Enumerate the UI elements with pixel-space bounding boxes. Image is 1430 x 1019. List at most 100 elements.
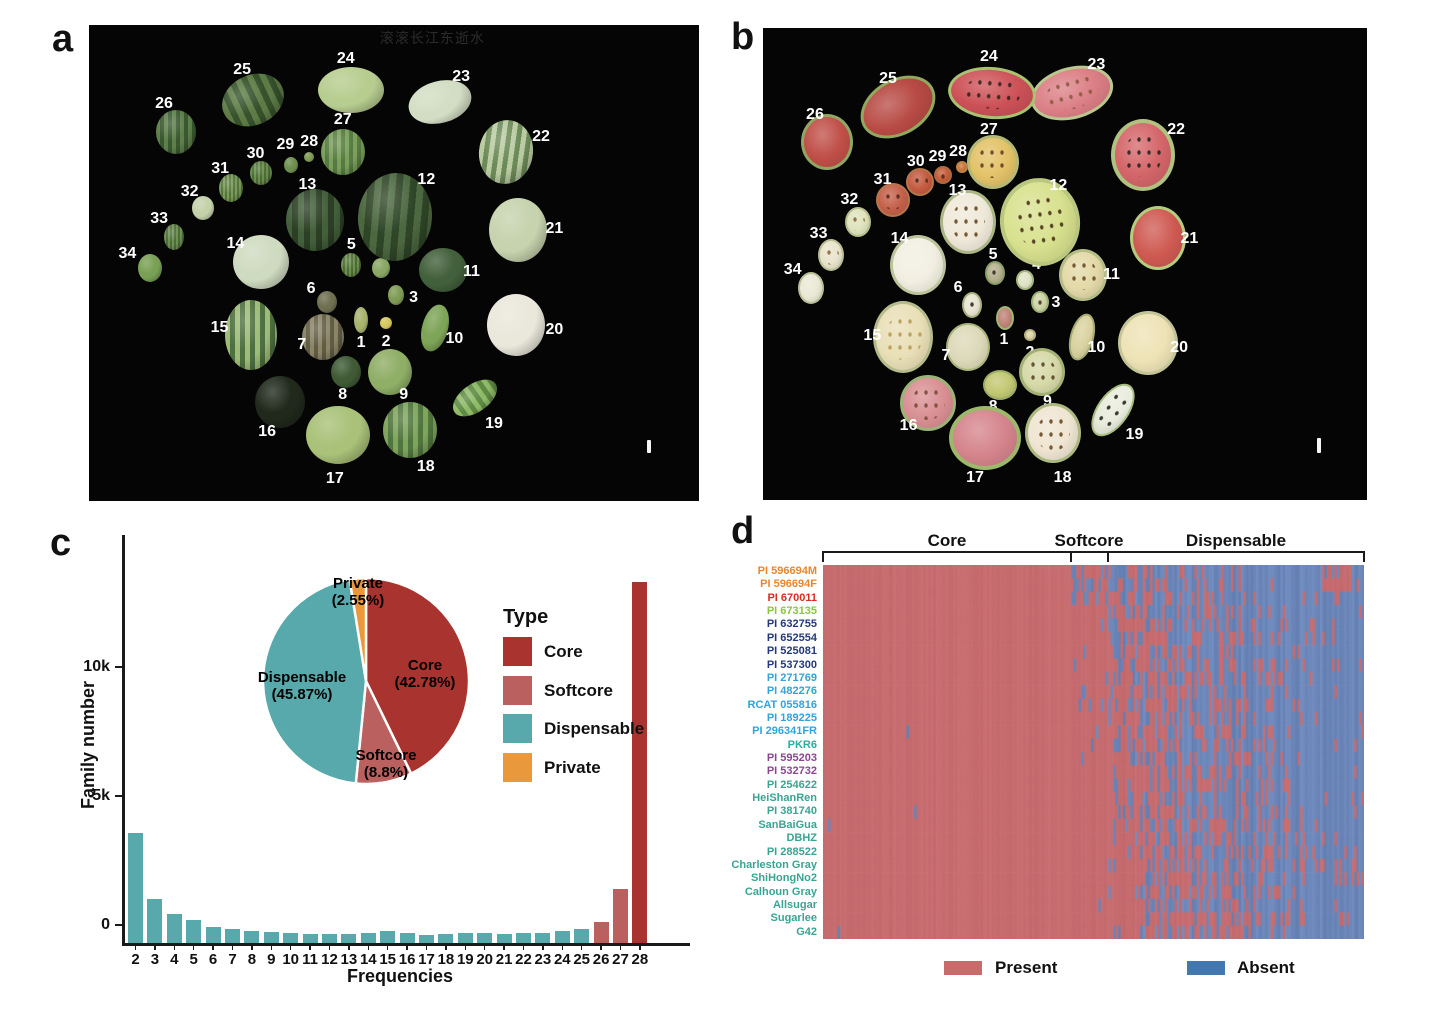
bar-freq-21	[496, 933, 512, 943]
fruit-3-seeds	[1035, 296, 1045, 309]
fruit-5-number: 5	[346, 236, 356, 254]
fruit-13-seeds	[950, 202, 985, 242]
fruit-25-number: 25	[233, 60, 252, 78]
x-tick-label: 6	[208, 951, 218, 968]
fruit-20-number: 20	[1170, 339, 1189, 357]
x-tick-label: 17	[418, 951, 435, 968]
fruit-19-number: 19	[485, 414, 503, 432]
fruit-33-number: 33	[150, 209, 169, 227]
x-tick-label: 18	[437, 951, 455, 968]
row-label-pi-537300: PI 537300	[766, 658, 817, 671]
x-tick-label: 20	[476, 951, 494, 968]
bar-freq-27	[613, 889, 628, 943]
fruit-11-number: 11	[1103, 265, 1120, 283]
fruit-12-seeds	[1012, 191, 1069, 253]
panel-letter-c: c	[50, 522, 72, 564]
fruit-28-whole	[304, 151, 315, 162]
fruit-33-cut	[818, 239, 845, 272]
fruit-34-cut	[797, 272, 824, 305]
x-tick-mark	[445, 945, 447, 950]
present-legend-swatch	[944, 961, 982, 975]
fruit-29-number: 29	[276, 135, 295, 153]
section-label-core: Core	[927, 531, 967, 550]
x-tick-mark	[464, 945, 467, 950]
x-tick-label: 5	[189, 951, 198, 968]
x-tick-label: 10	[282, 951, 300, 968]
fruit-15-number: 15	[210, 318, 229, 336]
fruit-22-number: 22	[532, 127, 550, 145]
x-tick-label: 11	[302, 951, 319, 968]
legend-label-dispensable: Dispensable	[544, 719, 645, 738]
x-tick-label: 13	[340, 951, 358, 968]
x-tick-mark	[328, 945, 331, 950]
x-tick-label: 12	[321, 951, 338, 968]
fruit-18-whole	[382, 402, 437, 459]
fruit-3-number: 3	[1051, 294, 1061, 312]
fruit-1-whole	[354, 307, 369, 334]
bar-freq-23	[535, 932, 551, 943]
bracket-tick	[1363, 551, 1365, 562]
row-label-sanbaigua: SanBaiGua	[758, 818, 817, 831]
bar-freq-4	[166, 914, 182, 943]
fruit-5-cut	[984, 260, 1005, 285]
legend-label-core: Core	[544, 642, 583, 661]
fruit-26-number: 26	[806, 105, 824, 123]
fruit-33-number: 33	[809, 224, 828, 242]
fruit-6-seeds	[966, 297, 978, 313]
panel-letter-d: d	[731, 510, 755, 552]
fruit-27-cut	[967, 135, 1020, 190]
fruit-29-number: 29	[928, 147, 947, 165]
fruit-10-whole	[416, 301, 454, 355]
x-tick-label: 9	[267, 951, 276, 968]
fruit-20-number: 20	[545, 321, 564, 339]
x-tick-label: 27	[612, 951, 629, 968]
row-label-pi-525081: PI 525081	[766, 645, 817, 658]
fruit-18-number: 18	[416, 457, 435, 475]
row-label-pi-532732: PI 532732	[766, 765, 817, 778]
legend-label-private: Private	[544, 757, 601, 777]
fruit-26-whole	[156, 110, 197, 155]
fruit-3-number: 3	[409, 288, 418, 306]
x-tick-mark	[348, 945, 350, 950]
fruit-5-seeds	[989, 266, 1001, 280]
pie-label-core: Core (42.78%)	[395, 657, 456, 692]
row-label-pi-673135: PI 673135	[766, 605, 817, 618]
fruit-10-number: 10	[1087, 339, 1106, 357]
pie-label-percent: (45.87%)	[271, 686, 333, 703]
fruit-19-number: 19	[1125, 425, 1144, 443]
x-tick-mark	[483, 945, 486, 950]
fruit-1-number: 1	[999, 331, 1009, 349]
fruit-22-seeds	[1123, 133, 1162, 177]
fruit-26-cut	[801, 114, 854, 171]
pie-label-percent: (8.8%)	[363, 764, 409, 781]
row-label-pi-595203: PI 595203	[766, 752, 817, 764]
fruit-13-number: 13	[948, 181, 967, 199]
row-label-shihongno2: ShiHongNo2	[751, 872, 817, 885]
fruit-21-number: 21	[1180, 229, 1199, 247]
row-label-heishanren: HeiShanRen	[752, 792, 817, 805]
row-label-pi-632755: PI 632755	[766, 618, 817, 631]
bar-freq-25	[574, 929, 590, 943]
row-label-pi-288522: PI 288522	[766, 845, 817, 858]
x-tick-mark	[154, 945, 156, 950]
x-tick-label: 8	[247, 951, 257, 968]
fruit-16-cut	[899, 374, 956, 431]
fruit-24-number: 24	[336, 49, 355, 67]
bar-freq-13	[341, 933, 357, 943]
fruit-13-cut	[939, 189, 996, 254]
bar-freq-5	[186, 920, 202, 943]
fruit-2-cut	[1023, 328, 1036, 341]
bracket-tick	[1107, 551, 1109, 562]
bar-freq-26	[593, 922, 609, 943]
fruit-28-number: 28	[949, 142, 967, 160]
pie-label-percent: (2.55%)	[331, 592, 385, 609]
legend-swatch-dispensable	[503, 714, 532, 743]
fruit-28-cut	[955, 160, 968, 173]
absent-legend-label: Absent	[1237, 958, 1295, 977]
y-tick-mark	[115, 795, 122, 797]
fruit-7-number: 7	[941, 347, 951, 365]
y-axis-title: Family number	[78, 680, 98, 810]
fruit-12-number: 12	[1049, 177, 1068, 195]
fruit-28-number: 28	[300, 133, 319, 151]
bar-freq-14	[360, 933, 376, 943]
